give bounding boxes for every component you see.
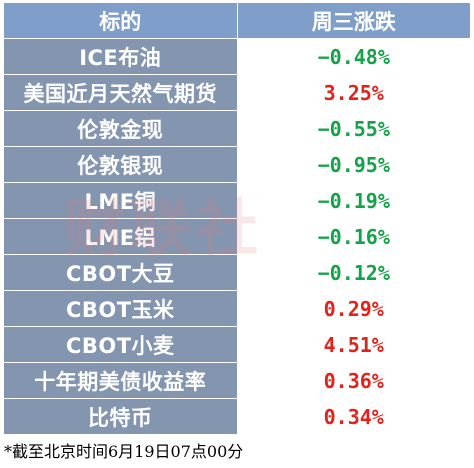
table-row: ICE布油 −0.48% <box>3 38 471 75</box>
change-value: −0.55% <box>236 110 471 147</box>
change-value: −0.19% <box>236 182 471 219</box>
table-body: ICE布油 −0.48% 美国近月天然气期货 3.25% 伦敦金现 −0.55% 伦敦银现 −… <box>3 38 471 435</box>
instrument-name: 伦敦金现 <box>3 110 238 147</box>
change-value: 0.29% <box>236 290 471 327</box>
instrument-name: 比特币 <box>3 398 238 435</box>
table-row: CBOT大豆 −0.12% <box>3 254 471 291</box>
instrument-name: LME铜 <box>3 182 238 219</box>
change-value: 3.25% <box>236 74 471 111</box>
table-row: CBOT小麦 4.51% <box>3 326 471 363</box>
change-value: 4.51% <box>236 326 471 363</box>
commodity-change-table: 标的 周三涨跌 ICE布油 −0.48% 美国近月天然气期货 3.25% 伦敦金现 −0.… <box>3 2 471 435</box>
change-value: −0.95% <box>236 146 471 183</box>
change-value: 0.36% <box>236 362 471 399</box>
table-header-row: 标的 周三涨跌 <box>3 2 471 39</box>
instrument-name: LME铝 <box>3 218 238 255</box>
instrument-name: ICE布油 <box>3 38 238 75</box>
change-value: −0.48% <box>236 38 471 75</box>
table-row: 伦敦银现 −0.95% <box>3 146 471 183</box>
instrument-name: 伦敦银现 <box>3 146 238 183</box>
instrument-name: 美国近月天然气期货 <box>3 74 238 111</box>
column-header-name: 标的 <box>3 2 238 39</box>
instrument-name: CBOT大豆 <box>3 254 238 291</box>
column-header-change: 周三涨跌 <box>236 2 471 39</box>
instrument-name: CBOT小麦 <box>3 326 238 363</box>
change-value: 0.34% <box>236 398 471 435</box>
instrument-name: CBOT玉米 <box>3 290 238 327</box>
change-value: −0.12% <box>236 254 471 291</box>
change-value: −0.16% <box>236 218 471 255</box>
table-row: 伦敦金现 −0.55% <box>3 110 471 147</box>
instrument-name: 十年期美债收益率 <box>3 362 238 399</box>
footnote: *截至北京时间6月19日07点00分 <box>4 442 244 461</box>
table-row: LME铝 −0.16% <box>3 218 471 255</box>
table-row: LME铜 −0.19% <box>3 182 471 219</box>
table-row: 比特币 0.34% <box>3 398 471 435</box>
table-row: 十年期美债收益率 0.36% <box>3 362 471 399</box>
table-row: 美国近月天然气期货 3.25% <box>3 74 471 111</box>
table-row: CBOT玉米 0.29% <box>3 290 471 327</box>
